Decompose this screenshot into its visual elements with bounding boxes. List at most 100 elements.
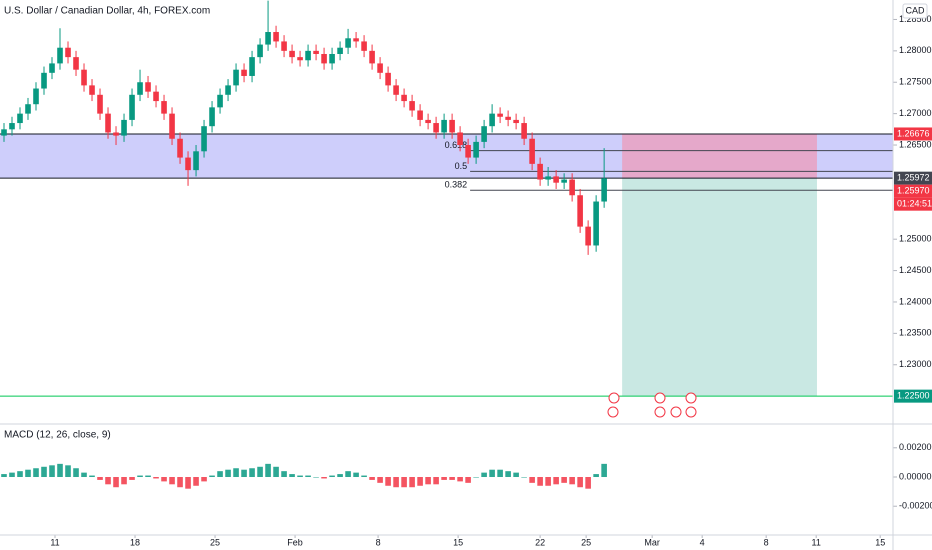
candle-body (17, 113, 23, 124)
candle-body (577, 195, 583, 227)
macd-bar (369, 477, 375, 480)
chart-title: U.S. Dollar / Canadian Dollar, 4h, FOREX… (4, 6, 210, 17)
macd-bar (249, 468, 255, 478)
candle-body (137, 82, 143, 95)
currency-box (902, 3, 928, 19)
price-label: 1.25970 (897, 186, 930, 196)
candle-body (217, 94, 223, 108)
x-tick-label: 4 (700, 537, 705, 547)
macd-bar (465, 477, 471, 483)
macd-bar (545, 477, 551, 486)
macd-bar (553, 477, 559, 485)
x-tick-label: 22 (535, 537, 545, 547)
macd-bar (41, 466, 47, 478)
macd-bar (105, 477, 111, 485)
macd-bar (281, 471, 287, 478)
candle-body (113, 132, 119, 136)
macd-bar (145, 475, 151, 478)
macd-bar (289, 474, 295, 478)
x-tick-label: 15 (453, 537, 463, 547)
x-tick-label: 11 (50, 537, 59, 547)
x-tick-label: 25 (581, 537, 591, 547)
y-tick-label: 1.23000 (899, 359, 932, 369)
candle-body (345, 38, 351, 48)
macd-bar (297, 475, 303, 478)
candle-body (265, 32, 271, 45)
candle-body (353, 38, 359, 42)
candle-body (9, 123, 15, 130)
candle-body (593, 201, 599, 246)
fib-label: 0.5 (455, 161, 468, 171)
candle-body (465, 145, 471, 158)
price-label-bg (894, 127, 932, 141)
macd-title: MACD (12, 26, close, 9) (4, 430, 111, 441)
candle-body (57, 47, 63, 64)
macd-y-tick-label: -0.00200 (899, 501, 932, 511)
candle-body (153, 91, 159, 102)
macd-bar (337, 474, 343, 478)
macd-bar (481, 472, 487, 478)
macd-bar (9, 472, 15, 478)
candle-body (305, 50, 311, 61)
y-tick-label: 1.23500 (899, 328, 932, 338)
candle-body (289, 50, 295, 58)
candle-body (1, 129, 7, 136)
candle-body (249, 57, 255, 76)
candle-body (297, 57, 303, 61)
macd-bar (577, 477, 583, 488)
candle-body (401, 94, 407, 102)
event-icon (685, 406, 697, 418)
fib-label: 0.618 (445, 140, 468, 150)
candle-body (569, 179, 575, 196)
candle-body (489, 113, 495, 127)
macd-bar (601, 463, 607, 478)
macd-bar (241, 469, 247, 478)
candle-body (601, 178, 607, 202)
candle-body (433, 123, 439, 133)
candle-body (73, 57, 79, 70)
macd-bar (17, 471, 23, 478)
candle-body (505, 116, 511, 120)
candle-body (481, 126, 487, 142)
candle-body (409, 101, 415, 111)
macd-bar (473, 477, 479, 478)
event-icon (654, 392, 666, 404)
macd-bar (129, 477, 135, 480)
macd-y-tick-label: 0.00000 (899, 471, 932, 481)
x-tick-label: 15 (875, 537, 885, 547)
target-zone (622, 178, 817, 397)
candle-body (497, 113, 503, 117)
candle-body (329, 53, 335, 64)
y-tick-label: 1.27000 (899, 108, 932, 118)
macd-bar (89, 475, 95, 478)
macd-bar (401, 477, 407, 488)
x-tick-label: 11 (812, 537, 821, 547)
countdown: 01:24:51 (897, 199, 932, 209)
macd-bar (425, 477, 431, 485)
candle-body (209, 107, 215, 127)
event-icon (608, 392, 620, 404)
candle-body (385, 72, 391, 86)
x-tick-label: 8 (376, 537, 381, 547)
event-icon (670, 406, 682, 418)
price-label: 1.22500 (897, 391, 930, 401)
event-icon (685, 392, 697, 404)
candle-body (313, 50, 319, 54)
macd-bar (513, 472, 519, 478)
macd-bar (385, 477, 391, 486)
macd-bar (529, 477, 535, 483)
event-icon (654, 406, 666, 418)
macd-bar (185, 477, 191, 489)
macd-bar (353, 472, 359, 478)
candle-body (377, 63, 383, 73)
fib-label: 0.382 (445, 180, 468, 190)
candle-body (273, 32, 279, 42)
candle-body (473, 141, 479, 158)
candle-body (361, 41, 367, 51)
price-label-bg (894, 184, 932, 198)
macd-bar (265, 463, 271, 478)
candle-body (169, 113, 175, 139)
macd-bar (225, 469, 231, 478)
macd-bar (537, 477, 543, 486)
